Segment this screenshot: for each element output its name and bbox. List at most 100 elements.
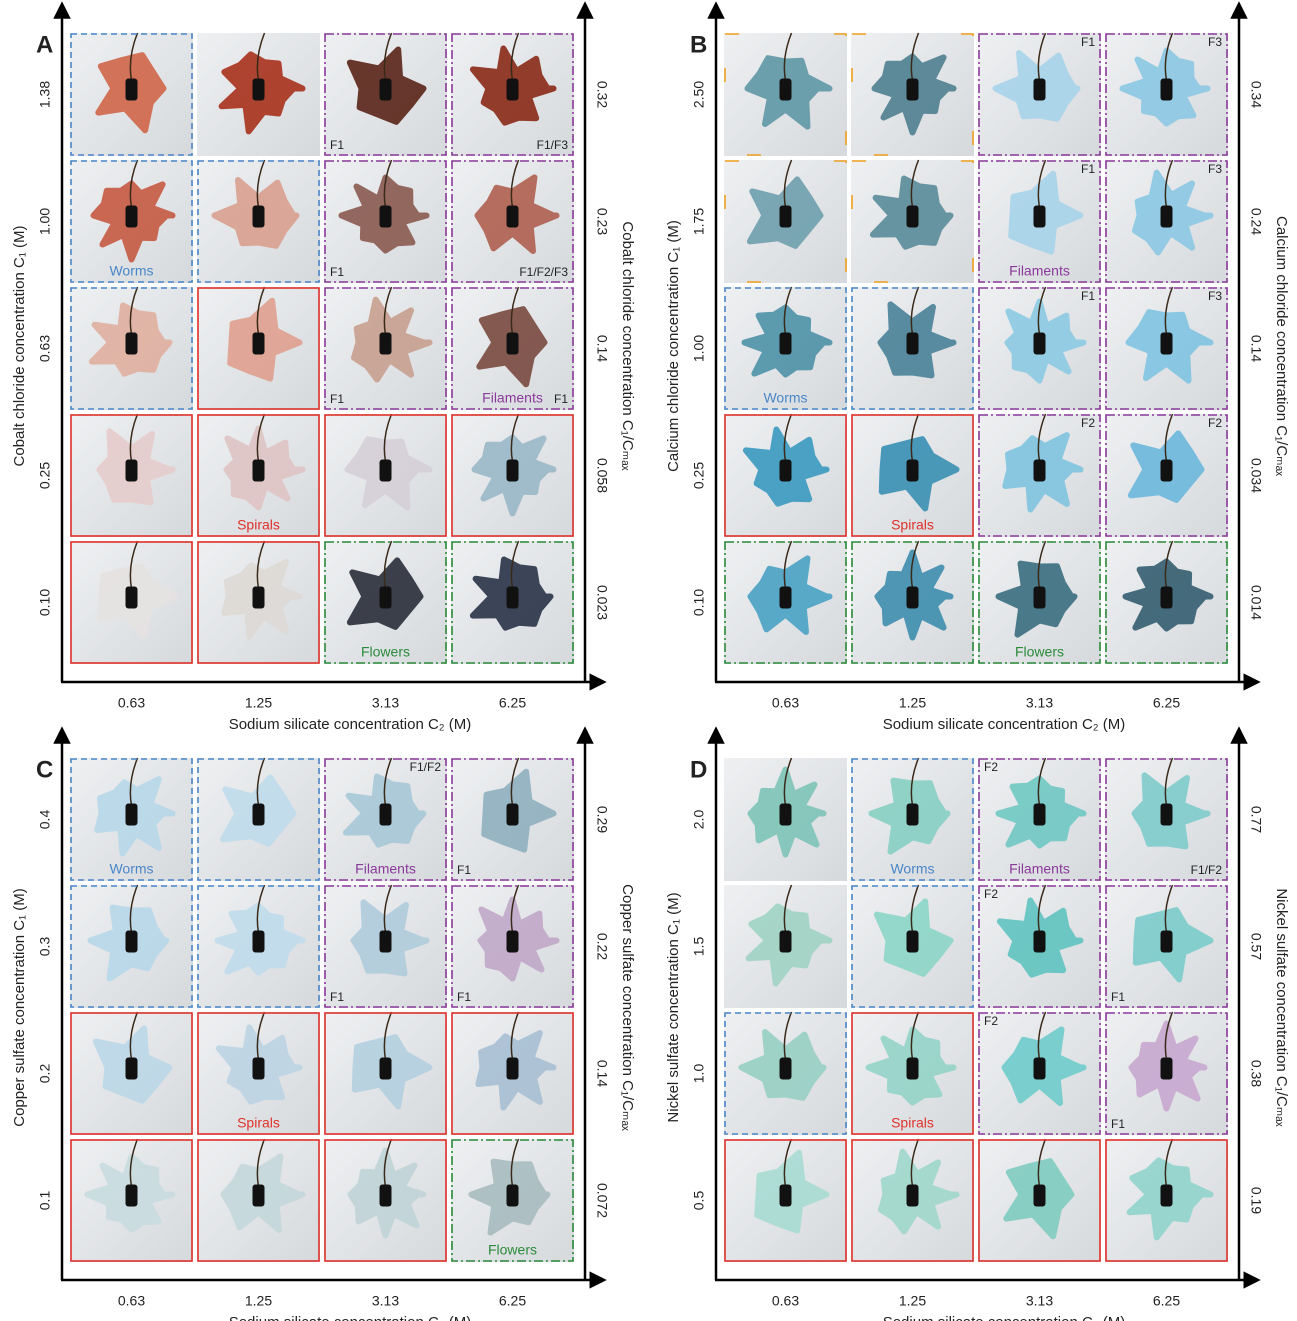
cell — [1105, 541, 1228, 664]
cell-tag: F1 — [330, 990, 344, 1004]
tube — [126, 587, 138, 609]
tube — [380, 931, 392, 953]
tube — [1161, 587, 1173, 609]
cell-tag: F2 — [984, 887, 998, 901]
cell: F2 — [978, 885, 1101, 1008]
cell-label: Spirals — [891, 517, 934, 533]
tube — [253, 931, 265, 953]
x-tick-label: 0.63 — [772, 695, 799, 711]
tube — [380, 804, 392, 826]
y-tick-label: 0.4 — [37, 810, 53, 830]
cell — [724, 541, 847, 664]
tube — [780, 79, 792, 101]
tube — [780, 931, 792, 953]
cell: F1 — [451, 885, 574, 1008]
cell — [724, 33, 847, 156]
x-tick-label: 3.13 — [1026, 695, 1053, 711]
cell: Spirals — [851, 1012, 974, 1135]
tube — [1034, 1185, 1046, 1207]
cell: F1Filaments — [978, 160, 1101, 283]
y-tick-label: 1.38 — [37, 81, 53, 108]
x-tick-label: 3.13 — [372, 695, 399, 711]
cell-label: Spirals — [891, 1115, 934, 1131]
panel-letter: C — [36, 756, 53, 783]
cell-tag: F1 — [554, 392, 568, 406]
x-tick-label: 6.25 — [1153, 1293, 1180, 1309]
cell — [197, 160, 320, 283]
cell-tag: F3 — [1208, 289, 1222, 303]
x-tick-label: 6.25 — [1153, 695, 1180, 711]
y2-axis-label: Copper sulfate concentration C₁/Cₘₐₓ — [619, 884, 636, 1131]
tube — [126, 1185, 138, 1207]
cell-tag: F1 — [1081, 35, 1095, 49]
cell — [451, 414, 574, 537]
tube — [380, 587, 392, 609]
cell — [851, 1139, 974, 1262]
cell: Worms — [851, 758, 974, 881]
tube — [253, 333, 265, 355]
cell-tag: F2 — [984, 1014, 998, 1028]
cell: F1 — [978, 287, 1101, 410]
cell-label: Worms — [890, 861, 934, 877]
cell — [851, 160, 974, 283]
cell: F3 — [1105, 287, 1228, 410]
panel-letter: B — [690, 31, 707, 58]
panel-letter: D — [690, 756, 707, 783]
cell: Worms — [724, 287, 847, 410]
cell-tag: F1 — [330, 265, 344, 279]
tube — [380, 79, 392, 101]
tube — [907, 1185, 919, 1207]
cell-tag: F1/F2/F3 — [519, 265, 568, 279]
cell: F1 — [324, 885, 447, 1008]
tube — [126, 206, 138, 228]
cell — [851, 287, 974, 410]
tube — [126, 79, 138, 101]
cell — [724, 758, 847, 881]
cell-label: Filaments — [1009, 861, 1070, 877]
cell-tag: F1 — [457, 863, 471, 877]
tube — [126, 804, 138, 826]
cell-tag: F1/F3 — [537, 138, 569, 152]
cell-tag: F1 — [330, 392, 344, 406]
cell — [851, 541, 974, 664]
tube — [126, 931, 138, 953]
cell-label: Spirals — [237, 1115, 280, 1131]
tube — [907, 931, 919, 953]
cell: Flowers — [978, 541, 1101, 664]
y2-tick-label: 0.14 — [594, 335, 610, 362]
y-axis-label: Nickel sulfate concentration C₁ (M) — [665, 892, 682, 1122]
cell — [197, 33, 320, 156]
cell-label: Spirals — [237, 517, 280, 533]
tube — [507, 79, 519, 101]
y-tick-label: 0.25 — [37, 462, 53, 489]
cell-label: Flowers — [1015, 644, 1064, 660]
tube — [907, 460, 919, 482]
x-tick-label: 1.25 — [899, 695, 926, 711]
cell — [197, 758, 320, 881]
cell-tag: F1 — [457, 990, 471, 1004]
cell: Spirals — [851, 414, 974, 537]
x-tick-label: 0.63 — [118, 1293, 145, 1309]
cell-tag: F2 — [984, 760, 998, 774]
tube — [780, 206, 792, 228]
tube — [907, 333, 919, 355]
x-tick-label: 3.13 — [1026, 1293, 1053, 1309]
cell — [197, 885, 320, 1008]
cell — [70, 33, 193, 156]
cell: Flowers — [324, 541, 447, 664]
tube — [380, 1058, 392, 1080]
cell-label: Worms — [763, 390, 807, 406]
cell — [324, 1139, 447, 1262]
tube — [1161, 1058, 1173, 1080]
cell-label: Filaments — [482, 390, 543, 406]
cell: Spirals — [197, 414, 320, 537]
tube — [253, 1058, 265, 1080]
tube — [907, 587, 919, 609]
tube — [253, 79, 265, 101]
tube — [1161, 1185, 1173, 1207]
y-tick-label: 1.75 — [691, 208, 707, 235]
y-tick-label: 2.0 — [691, 810, 707, 830]
cell — [851, 33, 974, 156]
tube — [507, 1185, 519, 1207]
